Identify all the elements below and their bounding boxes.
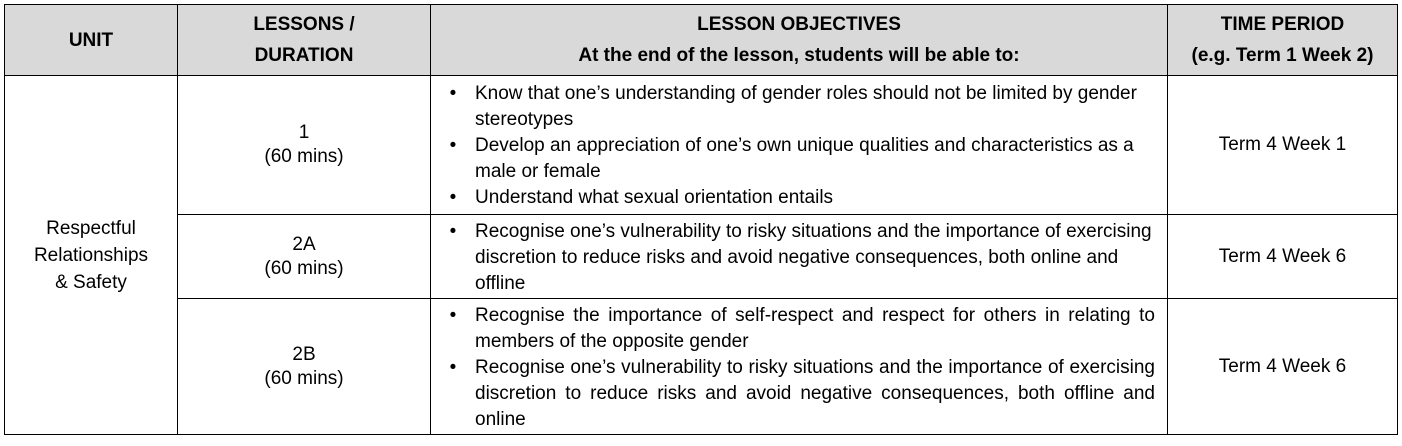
header-lessons-line1: LESSONS / [253,14,355,35]
objectives-list: • Recognise one’s vulnerability to risky … [443,219,1155,297]
bullet-icon: • [449,83,457,104]
objectives-cell: • Recognise the importance of self-respec… [430,298,1168,435]
time-period-text: Term 4 Week 6 [1218,355,1347,377]
table-row: Respectful Relationships & Safety 1 (60 … [4,75,1398,435]
lesson-cell: 2B (60 mins) [177,298,431,435]
unit-line2: Relationships [33,244,149,266]
lesson-plan-table: UNIT LESSONS / DURATION LESSON OBJECTIVE… [4,4,1398,435]
header-lessons-line2: DURATION [254,45,354,66]
lesson-duration: (60 mins) [264,257,344,279]
objective-text: Recognise one’s vulnerability to risky s… [475,220,1152,294]
lesson-number: 2B [292,343,316,365]
bullet-icon: • [449,356,457,378]
objective-text: Know that one’s understanding of gender … [475,83,1137,130]
lesson-number: 2A [292,233,316,255]
objective-item: • Understand what sexual orientation enta… [443,185,1155,211]
lesson-number: 1 [298,122,310,143]
objective-item: • Develop an appreciation of one’s own un… [443,133,1155,185]
header-unit-label: UNIT [68,29,114,51]
lesson-duration: (60 mins) [264,367,344,389]
table-row: 2A (60 mins) • Recognise one’s vulnerabil… [5,214,1398,299]
header-objectives-line2: At the end of the lesson, students will … [578,45,1020,66]
bullet-icon: • [449,304,457,326]
unit-line3: & Safety [55,271,127,293]
unit-line1: Respectful [46,217,136,239]
header-row: UNIT LESSONS / DURATION LESSON OBJECTIVE… [4,4,1398,76]
header-objectives: LESSON OBJECTIVES At the end of the less… [430,4,1168,76]
lesson-duration: (60 mins) [264,146,344,167]
unit-cell: Respectful Relationships & Safety [4,75,178,435]
time-period-cell: Term 4 Week 6 [1167,298,1398,435]
header-time-line2: (e.g. Term 1 Week 2) [1191,45,1374,66]
objective-text: Develop an appreciation of one’s own uni… [475,135,1134,182]
time-period-cell: Term 4 Week 6 [1167,214,1398,299]
bullet-icon: • [449,135,457,156]
time-period-text: Term 4 Week 1 [1218,134,1347,155]
lesson-cell: 2A (60 mins) [177,214,431,299]
header-lessons-duration: LESSONS / DURATION [177,4,431,76]
lesson-cell: 1 (60 mins) [177,75,431,215]
header-unit: UNIT [4,4,178,76]
objective-text: Understand what sexual orientation entai… [475,187,834,208]
header-time-period: TIME PERIOD (e.g. Term 1 Week 2) [1167,4,1398,76]
objective-text: Recognise one’s vulnerability to risky s… [475,356,1155,430]
objectives-cell: • Know that one’s understanding of gender… [430,75,1168,215]
bullet-icon: • [449,220,457,242]
objective-item: • Recognise one’s vulnerability to risky … [443,355,1155,433]
table-row: 2B (60 mins) • Recognise the importance o… [5,298,1398,435]
time-period-text: Term 4 Week 6 [1218,245,1347,267]
objectives-cell: • Recognise one’s vulnerability to risky … [430,214,1168,299]
objectives-list: • Recognise the importance of self-respec… [443,303,1155,433]
objective-item: • Recognise the importance of self-respec… [443,303,1155,355]
bullet-icon: • [449,187,457,208]
header-time-line1: TIME PERIOD [1220,14,1345,35]
objective-text: Recognise the importance of self-respect… [475,304,1155,352]
objectives-list: • Know that one’s understanding of gender… [443,81,1155,211]
objective-item: • Know that one’s understanding of gender… [443,81,1155,133]
header-objectives-line1: LESSON OBJECTIVES [697,14,901,35]
time-period-cell: Term 4 Week 1 [1167,75,1398,215]
objective-item: • Recognise one’s vulnerability to risky … [443,219,1155,297]
